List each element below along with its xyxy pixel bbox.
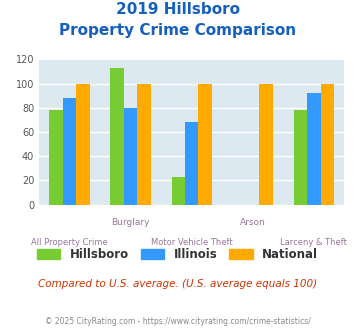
Text: © 2025 CityRating.com - https://www.cityrating.com/crime-statistics/: © 2025 CityRating.com - https://www.city… bbox=[45, 317, 310, 326]
Text: Motor Vehicle Theft: Motor Vehicle Theft bbox=[151, 238, 233, 247]
Bar bbox=[307, 93, 321, 205]
Legend: Hillsboro, Illinois, National: Hillsboro, Illinois, National bbox=[32, 244, 323, 266]
Bar bbox=[185, 122, 198, 205]
Bar bbox=[321, 83, 334, 205]
Bar bbox=[76, 83, 90, 205]
Text: Burglary: Burglary bbox=[111, 218, 150, 227]
Text: Larceny & Theft: Larceny & Theft bbox=[280, 238, 347, 247]
Bar bbox=[124, 108, 137, 205]
Text: Compared to U.S. average. (U.S. average equals 100): Compared to U.S. average. (U.S. average … bbox=[38, 279, 317, 289]
Text: All Property Crime: All Property Crime bbox=[31, 238, 108, 247]
Bar bbox=[137, 83, 151, 205]
Text: Property Crime Comparison: Property Crime Comparison bbox=[59, 23, 296, 38]
Bar bbox=[260, 83, 273, 205]
Bar bbox=[294, 110, 307, 205]
Text: 2019 Hillsboro: 2019 Hillsboro bbox=[115, 2, 240, 16]
Bar bbox=[198, 83, 212, 205]
Bar bbox=[63, 98, 76, 205]
Text: Arson: Arson bbox=[240, 218, 266, 227]
Bar bbox=[171, 177, 185, 205]
Bar bbox=[49, 110, 63, 205]
Bar bbox=[110, 68, 124, 205]
